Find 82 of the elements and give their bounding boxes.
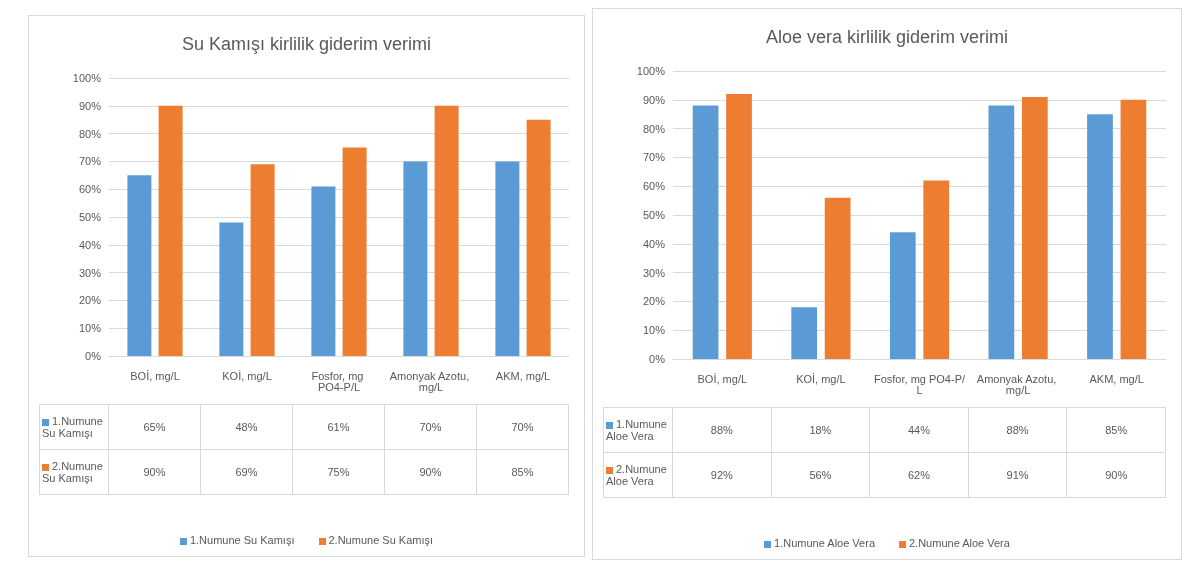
bar bbox=[495, 161, 520, 356]
bar bbox=[889, 232, 916, 359]
data-label: 88% bbox=[968, 407, 1067, 453]
y-tick-label: 30% bbox=[642, 266, 666, 279]
y-tick-label: 10% bbox=[78, 322, 102, 335]
y-tick-label: 30% bbox=[78, 266, 102, 279]
data-label: 70% bbox=[476, 404, 569, 450]
x-tick-label: KOİ, mg/L bbox=[222, 369, 272, 382]
bar bbox=[526, 119, 551, 356]
x-tick-label: AKM, mg/L bbox=[495, 369, 551, 382]
y-tick-label: 70% bbox=[78, 155, 102, 168]
text: 2.Numune Su Kamışı bbox=[328, 534, 434, 546]
x-tick-label: Amonyak Azotu, mg/L bbox=[976, 372, 1060, 396]
bar bbox=[1021, 96, 1048, 359]
data-label: 88% bbox=[672, 407, 772, 453]
bar bbox=[403, 161, 428, 356]
y-tick-label: 100% bbox=[636, 65, 666, 77]
chart-title: Aloe vera kirlilik giderim verimi bbox=[765, 27, 1009, 47]
bar bbox=[1087, 114, 1113, 359]
legend-label: 2.Numune Su Kamışı bbox=[39, 449, 109, 495]
bar bbox=[311, 186, 336, 356]
y-tick-label: 90% bbox=[78, 99, 102, 112]
bar bbox=[726, 94, 752, 359]
y-tick-label: 80% bbox=[78, 127, 102, 140]
x-tick-label: BOİ, mg/L bbox=[130, 369, 180, 382]
data-label: 70% bbox=[384, 404, 477, 450]
bar bbox=[692, 105, 719, 359]
y-tick-label: 70% bbox=[642, 151, 666, 164]
data-label: 44% bbox=[869, 407, 969, 453]
bar bbox=[791, 307, 818, 359]
chart-title: Su Kamışı kirlilik giderim verimi bbox=[181, 34, 432, 54]
y-tick-label: 50% bbox=[642, 209, 666, 221]
y-tick-label: 20% bbox=[642, 295, 666, 308]
bar bbox=[988, 105, 1015, 359]
data-label: 69% bbox=[200, 449, 293, 495]
y-tick-label: 40% bbox=[642, 237, 666, 250]
bar bbox=[434, 105, 459, 356]
legend-label: 1.Numune Aloe Vera bbox=[603, 407, 673, 453]
bar bbox=[219, 222, 244, 356]
data-label: 18% bbox=[771, 407, 870, 453]
y-tick-label: 100% bbox=[72, 72, 102, 84]
x-tick-label: KOİ, mg/L bbox=[796, 372, 846, 385]
y-tick-label: 60% bbox=[642, 180, 666, 193]
x-tick-label: Amonyak Azotu, mg/L bbox=[389, 369, 473, 393]
x-tick-label: AKM, mg/L bbox=[1089, 372, 1144, 385]
data-label: 85% bbox=[476, 449, 569, 495]
bar bbox=[250, 164, 275, 356]
bar bbox=[342, 147, 367, 356]
y-tick-label: 90% bbox=[642, 93, 666, 106]
y-tick-label: 50% bbox=[78, 211, 102, 223]
data-label: 56% bbox=[771, 452, 870, 498]
x-tick-label: Fosfor, mg PO4-P/L bbox=[311, 369, 367, 393]
y-tick-label: 20% bbox=[78, 294, 102, 307]
data-label: 61% bbox=[292, 404, 385, 450]
data-label: 90% bbox=[384, 449, 477, 495]
data-label: 48% bbox=[200, 404, 293, 450]
bar bbox=[1120, 99, 1147, 359]
text: 1.Numune Aloe Vera bbox=[774, 537, 875, 549]
data-label: 90% bbox=[1066, 452, 1166, 498]
y-tick-label: 0% bbox=[649, 353, 666, 365]
legend-label: 2.Numune Aloe Vera bbox=[603, 452, 673, 498]
bar bbox=[127, 175, 152, 356]
data-label: 91% bbox=[968, 452, 1067, 498]
y-tick-label: 40% bbox=[78, 238, 102, 251]
text: 1.Numune Su Kamışı bbox=[189, 534, 295, 546]
y-tick-label: 10% bbox=[642, 324, 666, 337]
bar bbox=[923, 180, 950, 359]
text: 2.Numune Aloe Vera bbox=[909, 537, 1010, 549]
legend-label: 1.Numune Su Kamışı bbox=[39, 404, 109, 450]
data-label: 62% bbox=[869, 452, 969, 498]
x-tick-label: BOİ, mg/L bbox=[697, 372, 748, 385]
data-label: 90% bbox=[108, 449, 201, 495]
data-label: 92% bbox=[672, 452, 772, 498]
data-label: 65% bbox=[108, 404, 201, 450]
y-tick-label: 60% bbox=[78, 183, 102, 196]
y-tick-label: 80% bbox=[642, 122, 666, 135]
bar bbox=[824, 197, 851, 359]
data-label: 85% bbox=[1066, 407, 1166, 453]
data-label: 75% bbox=[292, 449, 385, 495]
bar bbox=[158, 105, 183, 356]
y-tick-label: 0% bbox=[85, 350, 102, 362]
x-tick-label: Fosfor, mg PO4-P/L bbox=[873, 372, 966, 396]
